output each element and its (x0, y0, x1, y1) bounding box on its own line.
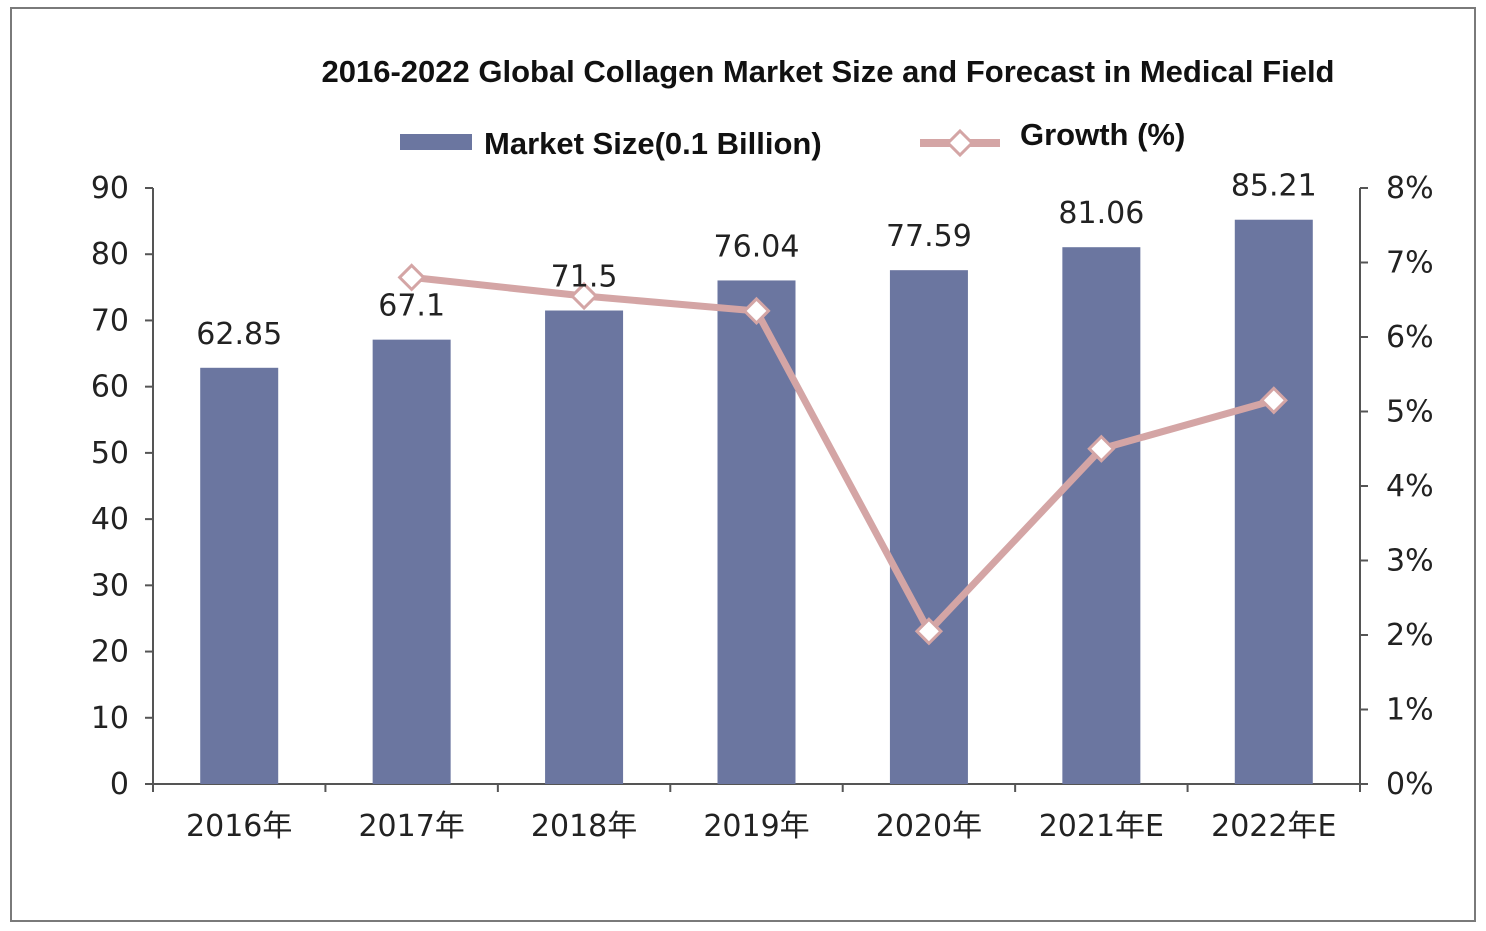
growth-point-marker (914, 617, 944, 646)
y-right-tick-label: 5% (1386, 395, 1434, 430)
bar-data-label: 71.5 (551, 260, 618, 295)
x-category-label: 2016年 (186, 809, 292, 844)
growth-point-marker (742, 296, 771, 326)
legend-line-label: Growth (%) (1020, 117, 1185, 152)
chart-title: 2016-2022 Global Collagen Market Size an… (321, 54, 1334, 89)
bar-data-label: 85.21 (1231, 169, 1317, 204)
bar-data-label: 62.85 (196, 317, 282, 352)
y-left-tick-label: 20 (91, 635, 129, 670)
growth-line (397, 263, 1288, 646)
y-left-tick-label: 60 (91, 370, 129, 405)
bar (889, 270, 968, 784)
growth-point-marker (1259, 386, 1288, 415)
growth-line-path (411, 273, 1275, 635)
y-right-tick-label: 7% (1386, 246, 1434, 281)
x-category-label: 2020年 (876, 809, 982, 844)
y-left-tick-label: 80 (91, 237, 129, 272)
labels: 62.85 67.1 71.5 76.04 77.59 81.06 85.21 (196, 169, 1316, 352)
y-right-tick-label: 3% (1386, 544, 1434, 579)
growth-point-marker (1087, 434, 1116, 463)
bar (372, 339, 451, 784)
bar-data-label: 76.04 (714, 229, 800, 264)
y-left-tick-label: 70 (91, 303, 129, 338)
y-left-tick-label: 30 (91, 568, 129, 603)
bar (200, 367, 279, 784)
y-right-tick-label: 8% (1386, 171, 1434, 206)
legend-bar-swatch (400, 134, 472, 150)
legend-line-marker (945, 128, 975, 158)
y-right-tick-label: 0% (1386, 767, 1434, 802)
bar-data-label: 67.1 (378, 289, 445, 324)
x-category-label: 2017年 (358, 809, 464, 844)
bar (1234, 219, 1313, 784)
y-right-tick-label: 4% (1386, 469, 1434, 504)
growth-point-marker (397, 263, 426, 292)
legend-bar-label: Market Size(0.1 Billion) (484, 126, 822, 161)
y-left-tick-label: 50 (91, 436, 129, 471)
y-left-tick-label: 10 (91, 701, 129, 736)
y-right-tick-label: 2% (1386, 618, 1434, 653)
bar-data-label: 81.06 (1058, 196, 1144, 231)
y-right-tick-label: 6% (1386, 320, 1434, 355)
legend: Market Size(0.1 Billion) Growth (%) (400, 117, 1185, 161)
x-category-label: 2019年 (703, 809, 809, 844)
y-right-tick-label: 1% (1386, 693, 1434, 728)
x-category-label: 2022年E (1211, 809, 1336, 844)
axes: 0 10 20 30 40 50 60 70 80 90 0% 1% 2% 3% 4% 5% 6% 7% 8% 201… (91, 171, 1434, 844)
bar-data-label: 77.59 (886, 219, 972, 254)
growth-point-marker (569, 281, 599, 311)
x-category-label: 2021年E (1039, 809, 1164, 844)
y-left-tick-label: 90 (91, 171, 129, 206)
y-left-tick-label: 0 (110, 767, 129, 802)
bar (545, 310, 624, 784)
x-category-label: 2018年 (531, 809, 637, 844)
bar (1062, 247, 1141, 785)
y-left-tick-label: 40 (91, 502, 129, 537)
